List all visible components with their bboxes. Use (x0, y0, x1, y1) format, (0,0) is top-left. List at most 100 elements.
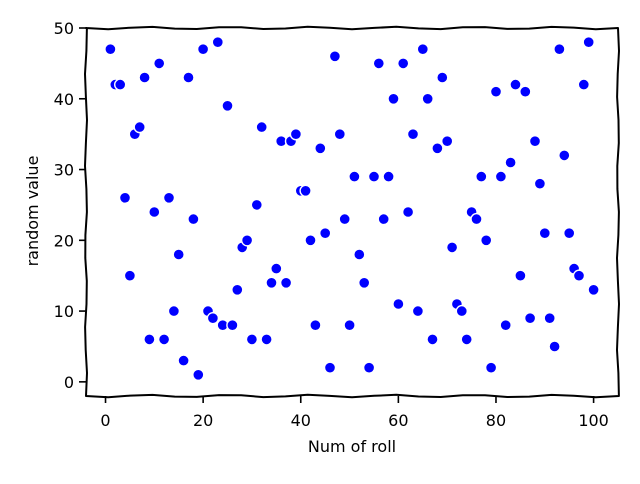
plot-frame (84, 25, 620, 399)
data-point (113, 78, 127, 91)
x-axis-ticks: 0 20 40 60 80 100 (100, 396, 609, 430)
data-point (460, 333, 473, 346)
data-point (484, 361, 498, 374)
data-point (104, 43, 117, 56)
data-point (152, 57, 166, 70)
data-point (133, 120, 146, 134)
data-point (553, 43, 566, 56)
data-point (319, 226, 332, 240)
data-point (323, 361, 337, 374)
data-point (270, 262, 283, 275)
data-point (196, 43, 210, 56)
data-point (177, 354, 190, 367)
data-point (250, 198, 263, 212)
data-point (416, 43, 429, 56)
y-tick-label: 10 (54, 302, 74, 321)
x-tick-label: 60 (388, 411, 408, 430)
data-point (343, 319, 356, 332)
y-tick-label: 50 (54, 19, 74, 38)
data-point (211, 36, 225, 49)
y-axis-ticks: 0 10 20 30 40 50 (54, 19, 86, 392)
data-point (362, 361, 376, 374)
data-point (470, 212, 483, 226)
data-point (523, 312, 537, 325)
data-point (231, 283, 244, 296)
x-tick-label: 80 (486, 411, 506, 430)
data-point (314, 142, 327, 155)
x-tick-label: 100 (578, 411, 609, 430)
x-axis-label: Num of roll (308, 437, 396, 456)
data-point (480, 234, 493, 247)
data-point (333, 127, 346, 141)
data-point (563, 226, 576, 240)
data-point (255, 120, 268, 134)
data-point (543, 312, 556, 325)
data-point (494, 170, 508, 183)
y-tick-label: 40 (54, 90, 74, 109)
data-point (367, 170, 381, 183)
y-axis-label: random value (23, 156, 42, 267)
x-tick-label: 20 (193, 411, 213, 430)
data-point (387, 92, 400, 106)
data-point (143, 333, 156, 346)
data-point (441, 134, 454, 148)
data-point (372, 57, 385, 70)
data-point (582, 36, 595, 49)
data-point (157, 333, 171, 346)
data-point (338, 212, 351, 226)
data-point (411, 304, 425, 318)
data-point (328, 50, 342, 63)
data-point (397, 57, 410, 70)
data-point (299, 184, 312, 198)
data-point (167, 304, 181, 318)
data-point (528, 134, 542, 148)
x-tick-label: 40 (291, 411, 311, 430)
data-point (279, 276, 293, 289)
data-point (377, 212, 390, 226)
data-point (240, 234, 254, 247)
data-point (358, 276, 371, 289)
data-point (138, 71, 151, 84)
data-point (304, 234, 317, 247)
y-tick-label: 20 (54, 231, 74, 250)
data-points (104, 36, 600, 381)
data-point (406, 127, 420, 141)
data-point (455, 304, 468, 318)
data-point (436, 71, 449, 84)
data-point (572, 269, 586, 282)
data-point (577, 78, 590, 91)
data-point (187, 212, 200, 226)
data-point (148, 205, 161, 219)
data-point (401, 205, 415, 219)
data-point (353, 248, 366, 261)
data-point (221, 99, 234, 113)
data-point (587, 283, 600, 296)
y-tick-label: 30 (54, 161, 74, 180)
y-tick-label: 0 (64, 373, 74, 392)
data-point (421, 92, 434, 106)
data-point (123, 269, 137, 282)
data-point (382, 170, 395, 183)
data-point (348, 170, 361, 183)
data-point (426, 333, 439, 346)
data-point (519, 85, 532, 98)
data-point (192, 368, 205, 381)
data-point (260, 333, 273, 346)
data-point (538, 226, 551, 240)
data-point (548, 340, 561, 353)
data-point (245, 333, 259, 346)
data-point (265, 276, 278, 289)
data-point (504, 156, 517, 169)
data-point (514, 269, 527, 282)
data-point (182, 71, 195, 84)
data-point (392, 297, 405, 311)
data-point (289, 127, 303, 141)
data-point (509, 78, 522, 91)
data-point (226, 319, 239, 332)
data-point (445, 241, 459, 254)
data-point (172, 248, 185, 261)
data-point (533, 177, 547, 190)
data-point (162, 191, 176, 205)
data-point (558, 149, 571, 162)
